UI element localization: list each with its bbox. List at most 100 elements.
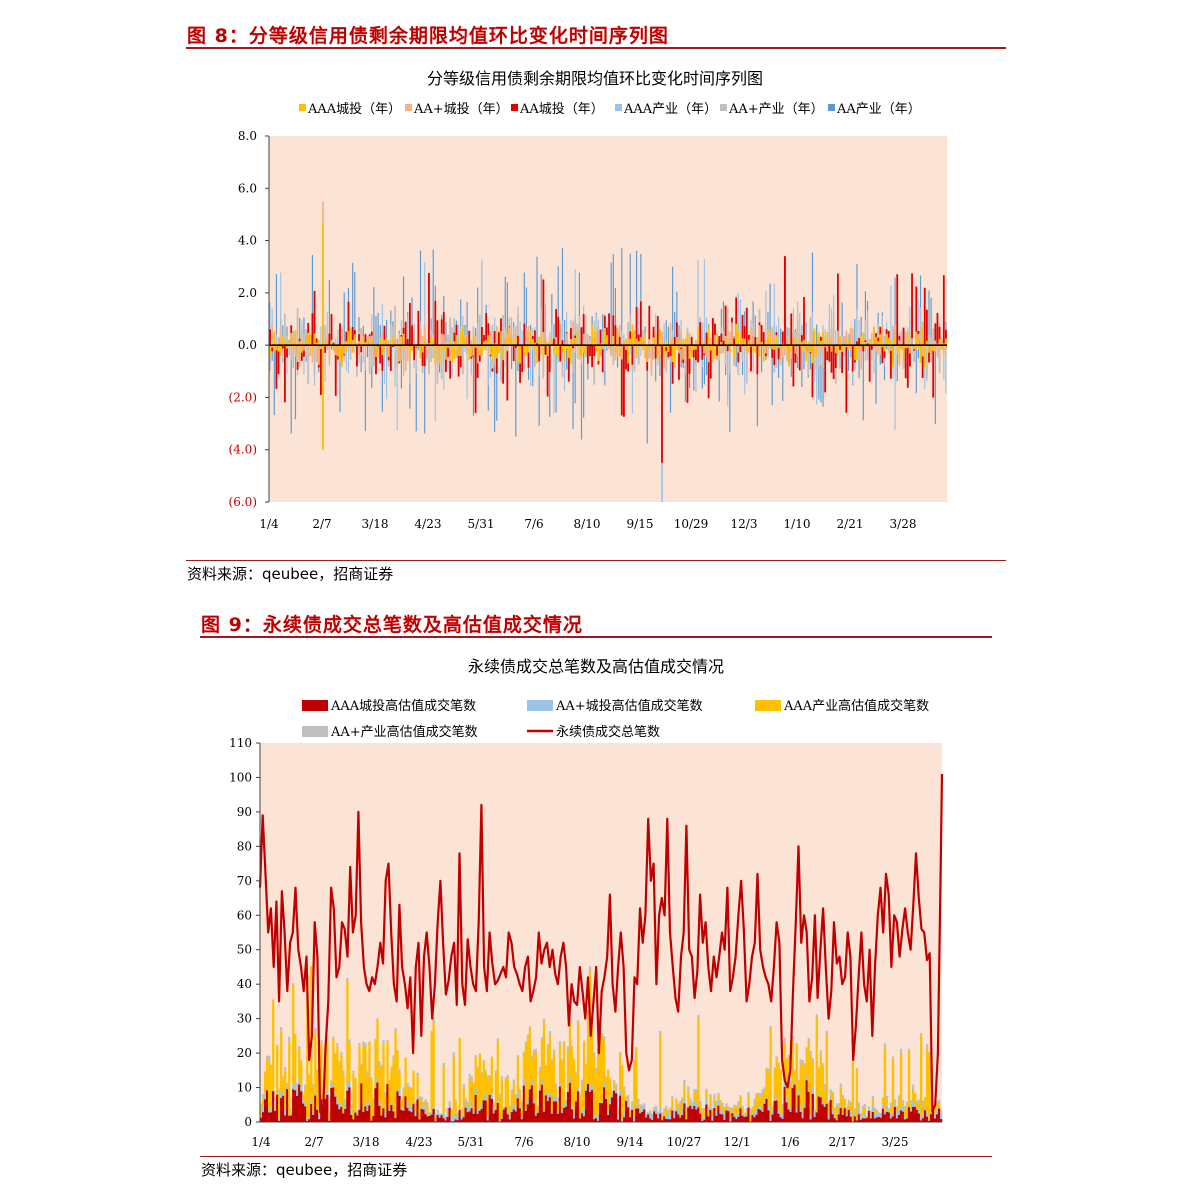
chart-2-bar <box>755 1094 758 1110</box>
chart-1-bar <box>909 345 911 348</box>
chart-2-bar <box>366 1074 369 1106</box>
chart-2-bar <box>542 1018 546 1023</box>
chart-2-bar <box>300 1091 303 1122</box>
chart-1-bar <box>729 345 731 374</box>
chart-1-bar <box>748 344 750 346</box>
chart-2-bar <box>907 1050 911 1107</box>
chart-2-bar <box>863 1107 867 1115</box>
chart-2-bar <box>366 1071 369 1075</box>
chart-2-bar <box>929 1114 933 1122</box>
chart-1-bar <box>735 323 738 346</box>
chart-1-bar <box>851 328 854 346</box>
chart-2-bar <box>452 1117 455 1122</box>
chart-2-bar <box>338 1109 341 1122</box>
chart-1-bar <box>296 345 299 355</box>
chart-2-x-tick: 2/7 <box>304 1135 323 1149</box>
chart-2-bar <box>623 1090 626 1111</box>
chart-1-legend-label: AA+产业（年） <box>728 102 824 117</box>
chart-1-bar <box>531 336 534 346</box>
chart-1-bar <box>750 342 752 346</box>
chart-2-bar <box>314 1090 317 1096</box>
chart-2-bar <box>352 1119 355 1122</box>
chart-2-bar <box>839 1105 843 1109</box>
chart-1-bar <box>851 345 854 360</box>
chart-1-bar <box>767 312 769 346</box>
chart-1-bar <box>290 325 293 346</box>
chart-1-bar <box>419 321 422 346</box>
chart-1-bar <box>389 342 392 346</box>
chart-1-bar <box>868 340 871 346</box>
chart-1-bar <box>497 345 500 354</box>
chart-1-bar-peak <box>322 345 324 450</box>
chart-1-bar <box>400 345 403 360</box>
chart-2-bar <box>741 1115 744 1122</box>
chart-1-bar <box>496 345 498 421</box>
chart-2-bar <box>769 1026 772 1029</box>
chart-1-bar <box>383 345 386 384</box>
chart-2-bar <box>570 1045 574 1048</box>
chart-1-bar <box>869 345 871 370</box>
chart-1-bar <box>521 345 524 373</box>
chart-1-bar <box>771 327 774 346</box>
chart-2-bar <box>681 1108 684 1116</box>
chart-1-bar <box>548 345 551 372</box>
chart-1-bar <box>381 345 383 412</box>
chart-1-bar <box>646 345 649 352</box>
chart-1-bar <box>506 332 509 346</box>
chart-1-bar <box>472 345 475 356</box>
chart-1-bar <box>762 345 765 354</box>
chart-2-bar <box>931 1110 935 1122</box>
chart-2-bar <box>877 1113 881 1117</box>
chart-1-bar <box>644 345 646 359</box>
chart-2-bar <box>673 1118 676 1122</box>
chart-1-bar <box>402 345 405 376</box>
chart-1-bar <box>794 332 797 346</box>
chart-1-bar <box>347 331 350 346</box>
chart-1-bar <box>686 341 689 346</box>
chart-2-bar <box>917 1108 921 1114</box>
chart-2-bar <box>280 1027 283 1032</box>
chart-2-bar <box>611 1093 614 1098</box>
chart-2-bar <box>544 1091 548 1096</box>
chart-1-bar <box>754 315 756 346</box>
chart-1-bar <box>421 345 424 373</box>
chart-1-bar <box>659 345 661 351</box>
chart-1-bar <box>699 345 702 347</box>
chart-1-bar <box>483 345 485 350</box>
chart-2-x-tick: 3/18 <box>353 1135 380 1149</box>
chart-1-bar <box>504 276 506 346</box>
chart-1-bar <box>817 339 820 346</box>
chart-1-bar <box>589 345 591 357</box>
chart-2-bar <box>613 1088 616 1091</box>
chart-2-bar <box>619 1095 622 1122</box>
chart-2-bar <box>278 1120 281 1122</box>
chart-2-bar <box>542 1109 546 1112</box>
chart-2-bar <box>927 1118 931 1121</box>
chart-1-bar <box>297 345 299 376</box>
chart-2-bar <box>787 1105 790 1110</box>
chart-1-bar <box>305 328 307 346</box>
chart-2-bar <box>498 1096 502 1120</box>
chart-1-bar <box>843 343 846 346</box>
figure-8-source: 资料来源：qeubee，招商证券 <box>187 565 394 583</box>
chart-1-bar <box>917 300 919 346</box>
chart-2-bar <box>605 1096 608 1099</box>
chart-1-bar <box>451 345 454 363</box>
chart-2-bar <box>274 1109 277 1111</box>
chart-2-bar <box>631 1101 634 1107</box>
chart-2-bar <box>322 1098 325 1104</box>
chart-1-bar <box>731 317 733 346</box>
chart-1-bar <box>434 285 436 346</box>
chart-2-bar <box>402 1109 405 1111</box>
chart-1-bar <box>771 345 774 350</box>
chart-2-bar <box>348 1080 351 1088</box>
chart-1-bar <box>847 345 850 346</box>
chart-1-bar <box>474 336 477 346</box>
chart-2-bar <box>779 1117 782 1122</box>
chart-2-bar <box>588 1092 592 1122</box>
chart-1-bar <box>748 345 750 352</box>
chart-1-bar <box>604 345 606 386</box>
chart-2-bar <box>396 1050 399 1052</box>
chart-1-bar <box>877 345 879 350</box>
chart-1-bar <box>779 345 782 349</box>
